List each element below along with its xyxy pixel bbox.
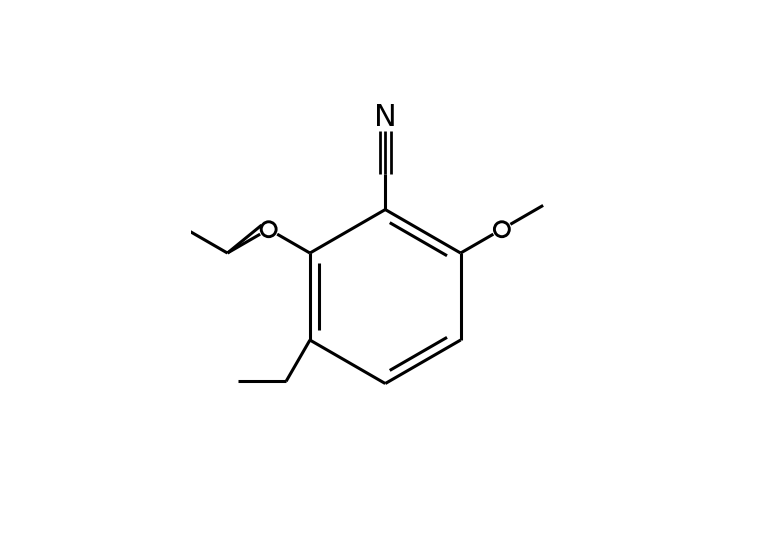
Text: N: N	[374, 103, 397, 132]
